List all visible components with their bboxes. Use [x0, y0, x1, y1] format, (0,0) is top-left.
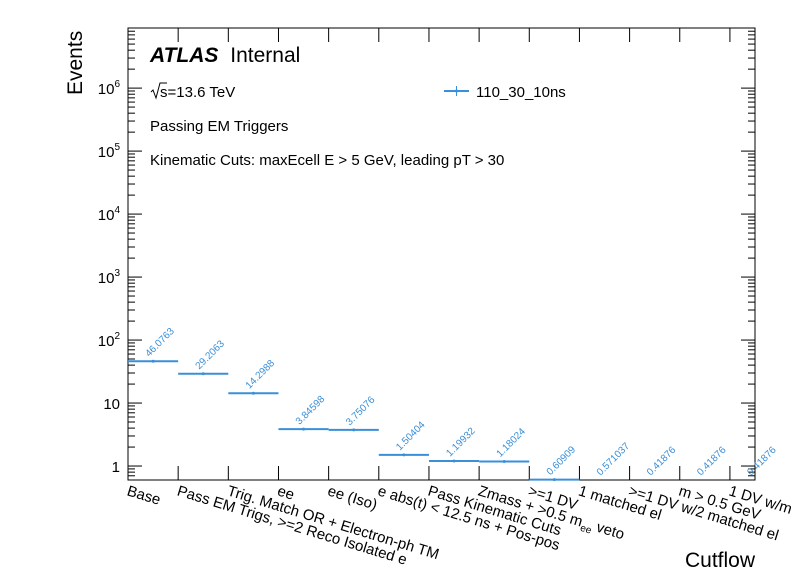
y-tick-label: 1 — [112, 459, 120, 476]
y-tick-exponent: 3 — [114, 268, 120, 279]
bin-point — [452, 459, 456, 463]
y-tick-label: 103 — [98, 268, 121, 287]
bin-point — [552, 478, 556, 482]
y-tick-base: 10 — [98, 81, 115, 98]
sqrt-symbol-icon — [150, 82, 167, 100]
atlas-word: ATLAS — [149, 44, 218, 67]
y-tick-exponent: 6 — [114, 79, 120, 90]
y-tick-label: 104 — [98, 205, 121, 224]
category-subscript: ee — [579, 523, 593, 537]
bin-point — [502, 459, 506, 463]
y-tick-label: 105 — [98, 142, 121, 161]
trigger-label: Passing EM Triggers — [150, 118, 288, 135]
y-tick-base: 10 — [98, 333, 115, 350]
atlas-suffix: Internal — [230, 44, 300, 67]
bin-point — [352, 428, 356, 432]
y-tick-base: 10 — [98, 207, 115, 224]
y-tick-label: 10 — [103, 396, 120, 413]
bin-point — [251, 391, 255, 395]
histogram-bins — [128, 359, 580, 482]
legend-point-marker — [455, 89, 458, 93]
legend: 110_30_10ns — [444, 84, 566, 101]
bin-point — [201, 372, 205, 376]
x-category-label: ee — [275, 483, 296, 504]
energy-text: s=13.6 TeV — [160, 84, 235, 101]
y-tick-label: 106 — [98, 79, 121, 98]
y-tick-base: 10 — [98, 144, 115, 161]
x-axis-title: Cutflow — [685, 549, 756, 572]
y-tick-exponent: 2 — [114, 331, 120, 342]
bin-point — [302, 427, 306, 431]
bin-point — [402, 453, 406, 457]
kinematic-cuts-label: Kinematic Cuts: maxEcell E > 5 GeV, lead… — [150, 152, 504, 169]
y-tick-base: 10 — [98, 270, 115, 287]
atlas-label: ATLAS Internal — [149, 44, 300, 67]
x-axis-ticks — [177, 28, 731, 480]
energy-label: s=13.6 TeV — [150, 82, 235, 101]
bin-point — [151, 359, 155, 363]
y-tick-exponent: 5 — [114, 142, 120, 153]
plot-frame — [127, 27, 756, 481]
y-axis-ticks — [128, 27, 755, 481]
y-axis-title: Events — [64, 31, 87, 95]
y-tick-exponent: 4 — [114, 205, 120, 216]
legend-label: 110_30_10ns — [476, 84, 566, 101]
y-tick-label: 102 — [98, 331, 121, 350]
